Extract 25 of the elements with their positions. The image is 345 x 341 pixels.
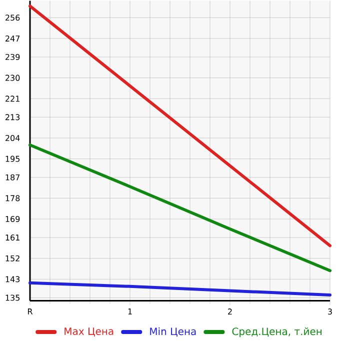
y-tick-label: 213: [6, 114, 20, 120]
x-tick-label: 3: [328, 308, 332, 315]
y-tick-label: 187: [6, 174, 20, 181]
legend-label: Min Цена: [150, 328, 196, 337]
x-tick-label: 1: [128, 308, 132, 315]
y-tick-label: 161: [6, 234, 20, 241]
y-tick-label: 143: [6, 276, 20, 282]
line-series: [28, 282, 332, 297]
legend-label: Max Цена: [64, 328, 114, 337]
x-tick-label: 2: [228, 308, 232, 315]
y-tick-label: 135: [6, 294, 20, 301]
line-series: [28, 144, 332, 272]
y-tick-label: 178: [6, 195, 20, 202]
y-tick-label: 221: [6, 96, 20, 102]
x-tick-label: R: [28, 308, 33, 315]
y-tick-label: 204: [6, 135, 20, 142]
y-tick-label: 247: [6, 36, 20, 42]
y-tick-label: 169: [6, 216, 20, 222]
y-tick-label: 239: [6, 54, 20, 60]
y-tick-label: 152: [6, 256, 20, 262]
legend-label: Сред.Цена, т.йен: [232, 328, 322, 338]
y-tick-label: 256: [6, 14, 20, 21]
y-tick-label: 195: [6, 156, 20, 162]
y-tick-label: 230: [6, 75, 20, 82]
line-series: [28, 4, 332, 248]
